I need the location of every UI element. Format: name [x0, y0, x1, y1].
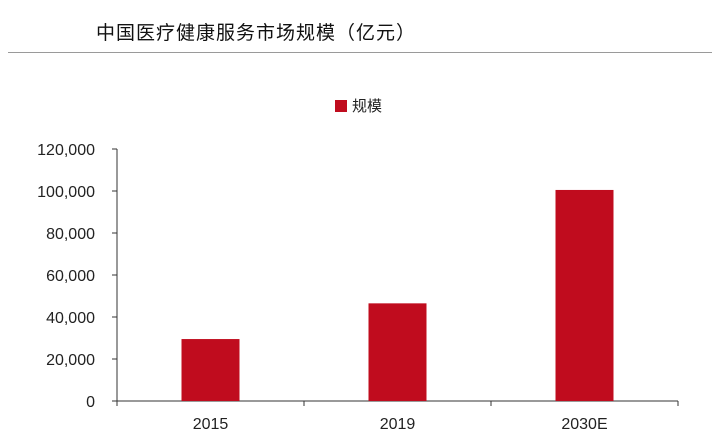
- bar-2019: [368, 303, 427, 401]
- y-tick-label: 80,000: [46, 226, 95, 243]
- y-tick-label: 40,000: [46, 310, 95, 327]
- legend-label: 规模: [352, 97, 382, 115]
- y-tick-label: 20,000: [46, 352, 95, 369]
- plot-area: 0 20,000 40,000 60,000 80,000 100,000 120,000 2…: [37, 142, 679, 433]
- y-tick-label: 0: [86, 394, 95, 411]
- x-tick-label: 2030E: [561, 416, 607, 433]
- legend: 规模: [335, 97, 382, 115]
- title-divider: [8, 52, 712, 53]
- bar-2030e: [555, 189, 614, 401]
- y-tick-label: 120,000: [37, 142, 95, 159]
- y-tick-label: 100,000: [37, 184, 95, 201]
- x-tick-label: 2019: [380, 416, 416, 433]
- page-title: 中国医疗健康服务市场规模（亿元）: [96, 22, 417, 44]
- bar-2015: [181, 339, 240, 401]
- x-tick-label: 2015: [193, 416, 229, 433]
- legend-swatch: [335, 100, 347, 112]
- y-tick-label: 60,000: [46, 268, 95, 285]
